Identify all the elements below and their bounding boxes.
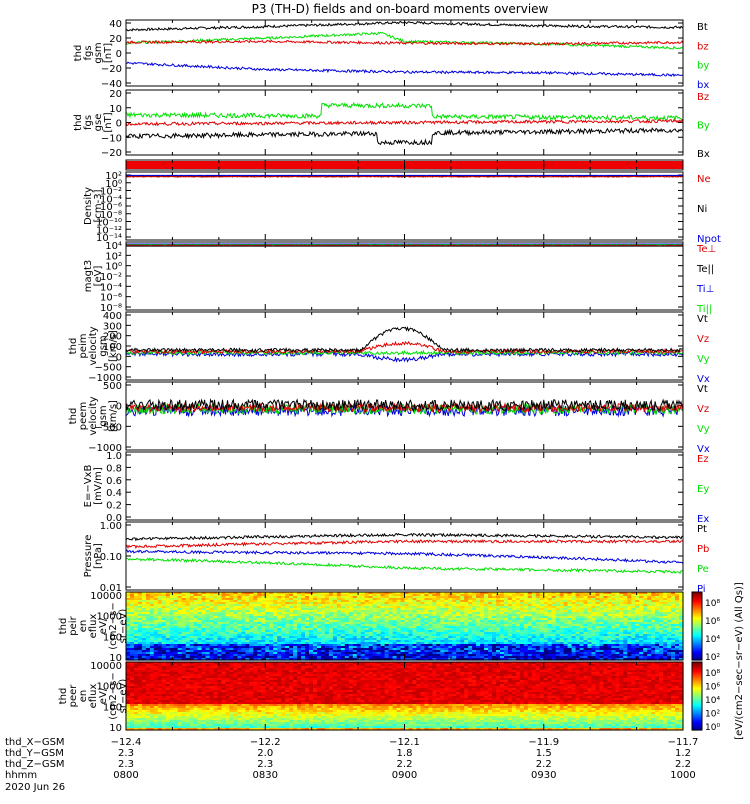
legend-ne: Ne <box>697 174 711 185</box>
traces-fgs-gsm <box>126 22 683 77</box>
y-tick-label: 10000 <box>90 661 122 672</box>
panels: thdfgsgsm[nT]40200−20−40Btbzbybxthdfgsgs… <box>58 19 721 734</box>
series-bz_nT <box>126 40 683 45</box>
traces-pressure <box>126 534 683 574</box>
y-tick-label: 100 <box>103 702 122 713</box>
legend-by: by <box>697 61 709 72</box>
y-tick-label: −10 <box>101 133 122 144</box>
series-Pb_nPa <box>126 540 683 548</box>
legend-bz: Bz <box>697 92 709 103</box>
legend-vz: Vz <box>697 334 709 345</box>
y-tick-label: 1.00 <box>100 521 122 532</box>
panel-peem-velocity: thdpeemvelocitygsm[km/s]5000−500−1000VtV… <box>68 381 710 455</box>
y-tick-label: 0.6 <box>106 476 122 487</box>
series-peim-Vt <box>126 327 683 351</box>
spectrogram-peir <box>126 592 684 661</box>
series-By <box>126 103 683 120</box>
panel-peim-velocity: thdpeimvelocitygsm[km/s]4003002001000−50… <box>68 311 710 385</box>
y-tick-label: 20 <box>109 34 122 45</box>
legend-pe: Pe <box>697 564 709 575</box>
legend-pt: Pt <box>697 524 707 535</box>
legend-bz: bz <box>697 41 709 52</box>
series-Pe_nPa <box>126 558 683 573</box>
legend-ey: Ey <box>697 484 709 495</box>
y-tick-label: 0 <box>116 49 122 60</box>
panel-ylabel: E=−VxB[mV/m] <box>83 465 104 508</box>
panel-temperature: magt3[eV]10⁴10²10⁰10⁻²10⁻⁴10⁻⁶10⁻⁸Te⊥Te|… <box>83 241 716 315</box>
y-tick-label: 40 <box>109 19 122 30</box>
y-tick-label: 100 <box>103 632 122 643</box>
y-tick-label: 10 <box>109 104 122 115</box>
legend-ez: Ez <box>697 454 709 465</box>
traces-fgs-gse <box>126 103 683 144</box>
legend-te⊥: Te⊥ <box>696 244 716 255</box>
legend-vy: Vy <box>697 354 710 365</box>
y-tick-label: 0 <box>116 119 122 130</box>
legend-vt: Vt <box>697 384 708 395</box>
legend-bt: Bt <box>697 22 708 33</box>
y-tick-label: 500 <box>103 381 122 392</box>
legend-ni: Ni <box>697 204 707 215</box>
ylabel-line: [nT] <box>103 112 114 132</box>
panel-ylabel: thdfgsgse[nT] <box>73 112 114 132</box>
y-tick-label: −20 <box>101 64 122 75</box>
traces-peem <box>126 400 683 416</box>
y-tick-label: 20 <box>109 89 122 100</box>
legend-bx: bx <box>697 80 709 91</box>
y-tick-label: 0.2 <box>106 501 122 512</box>
y-tick-label: 0.10 <box>100 552 122 563</box>
series-bx_nT <box>126 62 683 76</box>
traces-peim <box>126 327 683 361</box>
y-tick-label: −500 <box>95 422 122 433</box>
legend-vz: Vz <box>697 404 709 415</box>
ylabel-line: [nT] <box>103 43 114 63</box>
panel-ylabel: thdfgsgsm[nT] <box>73 42 114 63</box>
y-tick-label: −20 <box>101 148 122 159</box>
panel-density: Density[cm-3]10²10⁰10⁻²10⁻⁴10⁻⁶10⁻⁸10⁻¹⁰… <box>83 171 721 245</box>
legend-bx: Bx <box>697 149 710 160</box>
series-Pt_nPa <box>126 534 683 541</box>
y-tick-label: 1.0 <box>106 451 122 462</box>
legend-pb: Pb <box>697 544 709 555</box>
y-tick-label: 0 <box>116 402 122 413</box>
ylabel-line: [mV/m] <box>93 467 104 505</box>
y-tick-label: 0.4 <box>106 488 122 499</box>
legend-vy: Vy <box>697 424 710 435</box>
y-tick-label: 10000 <box>90 591 122 602</box>
y-tick-label: 1000 <box>97 612 122 623</box>
y-tick-label: 10 <box>109 723 122 734</box>
legend-ti⊥: Ti⊥ <box>696 284 714 295</box>
y-tick-label: 1000 <box>97 682 122 693</box>
legend-te||: Te|| <box>696 264 714 275</box>
y-tick-label: 0.8 <box>106 463 122 474</box>
legend-vt: Vt <box>697 314 708 325</box>
series-Bz <box>126 120 683 126</box>
legend-by: By <box>697 121 710 132</box>
series-Bx <box>126 128 683 144</box>
plot-title: P3 (TH-D) fields and on-board moments ov… <box>252 2 549 16</box>
